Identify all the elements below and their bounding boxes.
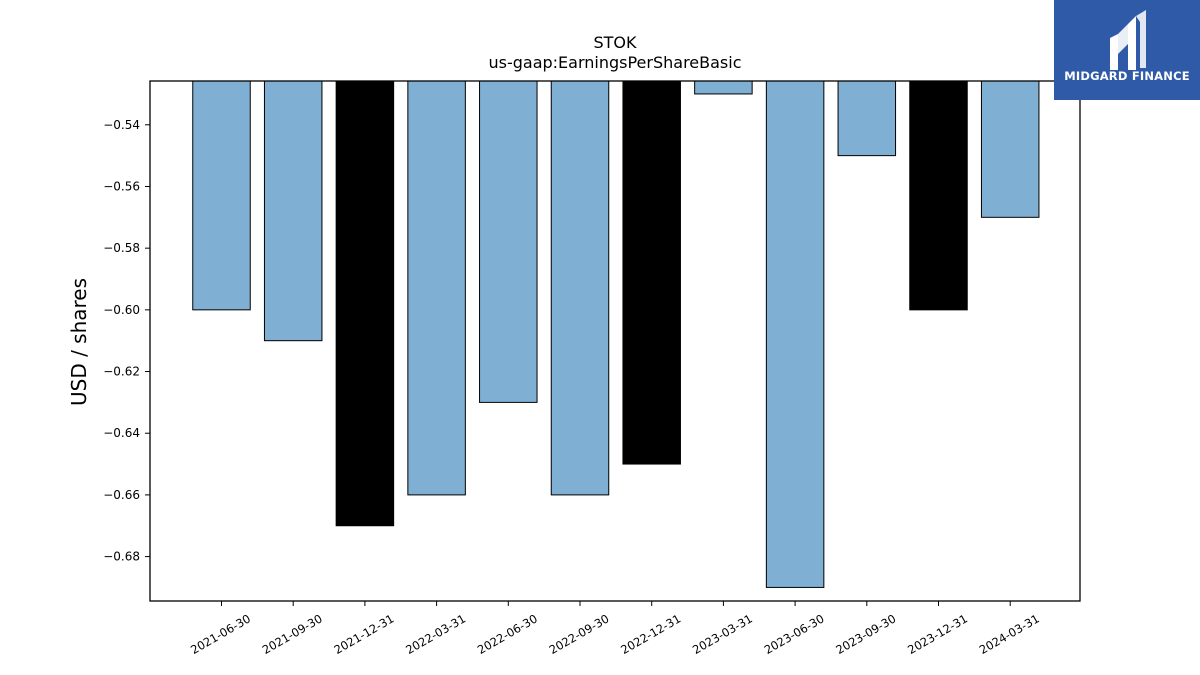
x-tick-label: 2023-03-31: [690, 611, 755, 657]
bar-2021-09-30: [263, 80, 323, 342]
y-axis-label: USD / shares: [67, 278, 91, 406]
bar-2024-03-31: [980, 80, 1040, 218]
bars-group: [192, 80, 1040, 588]
bar-2022-03-31: [407, 80, 466, 496]
bar-2023-06-30: [765, 80, 825, 588]
x-tick-label: 2023-06-30: [762, 611, 827, 657]
x-tick-label: 2022-06-30: [475, 611, 540, 657]
y-tick-label: −0.66: [103, 488, 140, 502]
brand-logo: MIDGARD FINANCE: [1054, 0, 1200, 100]
chart-subtitle: us-gaap:EarningsPerShareBasic: [488, 53, 741, 72]
logo-mark-icon: [1110, 10, 1146, 70]
x-tick-label: 2022-09-30: [547, 611, 612, 657]
logo-text: MIDGARD FINANCE: [1064, 69, 1190, 83]
bar-2022-06-30: [479, 80, 538, 403]
y-tick-label: −0.68: [103, 550, 140, 564]
bar-2021-06-30: [192, 80, 251, 311]
y-tick-label: −0.62: [103, 365, 140, 379]
x-tick-label: 2021-06-30: [188, 611, 253, 657]
y-tick-label: −0.60: [103, 303, 140, 317]
x-tick-label: 2021-12-31: [332, 611, 397, 657]
bar-2021-12-31: [335, 80, 395, 527]
x-tick-label: 2024-03-31: [977, 611, 1042, 657]
bar-2023-03-31: [694, 80, 753, 95]
y-tick-label: −0.56: [103, 179, 140, 193]
x-tick-label: 2023-09-30: [833, 611, 898, 657]
y-ticks-group: −0.54 −0.56 −0.58 −0.60 −0.62 −0.64 −0.66 −0.68: [103, 118, 150, 564]
y-tick-label: −0.54: [103, 118, 140, 132]
bar-2022-12-31: [622, 80, 681, 465]
bar-2022-09-30: [550, 80, 610, 496]
x-tick-label: 2021-09-30: [260, 611, 325, 657]
chart-title: STOK: [593, 33, 637, 52]
bar-2023-12-31: [909, 80, 968, 311]
y-tick-label: −0.58: [103, 241, 140, 255]
y-tick-label: −0.64: [103, 426, 140, 440]
bar-2023-09-30: [837, 80, 897, 157]
x-tick-label: 2023-12-31: [905, 611, 970, 657]
x-tick-label: 2022-03-31: [403, 611, 468, 657]
plot-frame: [149, 80, 1081, 602]
x-tick-label: 2022-12-31: [618, 611, 683, 657]
x-ticks-group: 2021-06-30 2021-09-30 2021-12-31 2022-03-31…: [188, 601, 1042, 657]
